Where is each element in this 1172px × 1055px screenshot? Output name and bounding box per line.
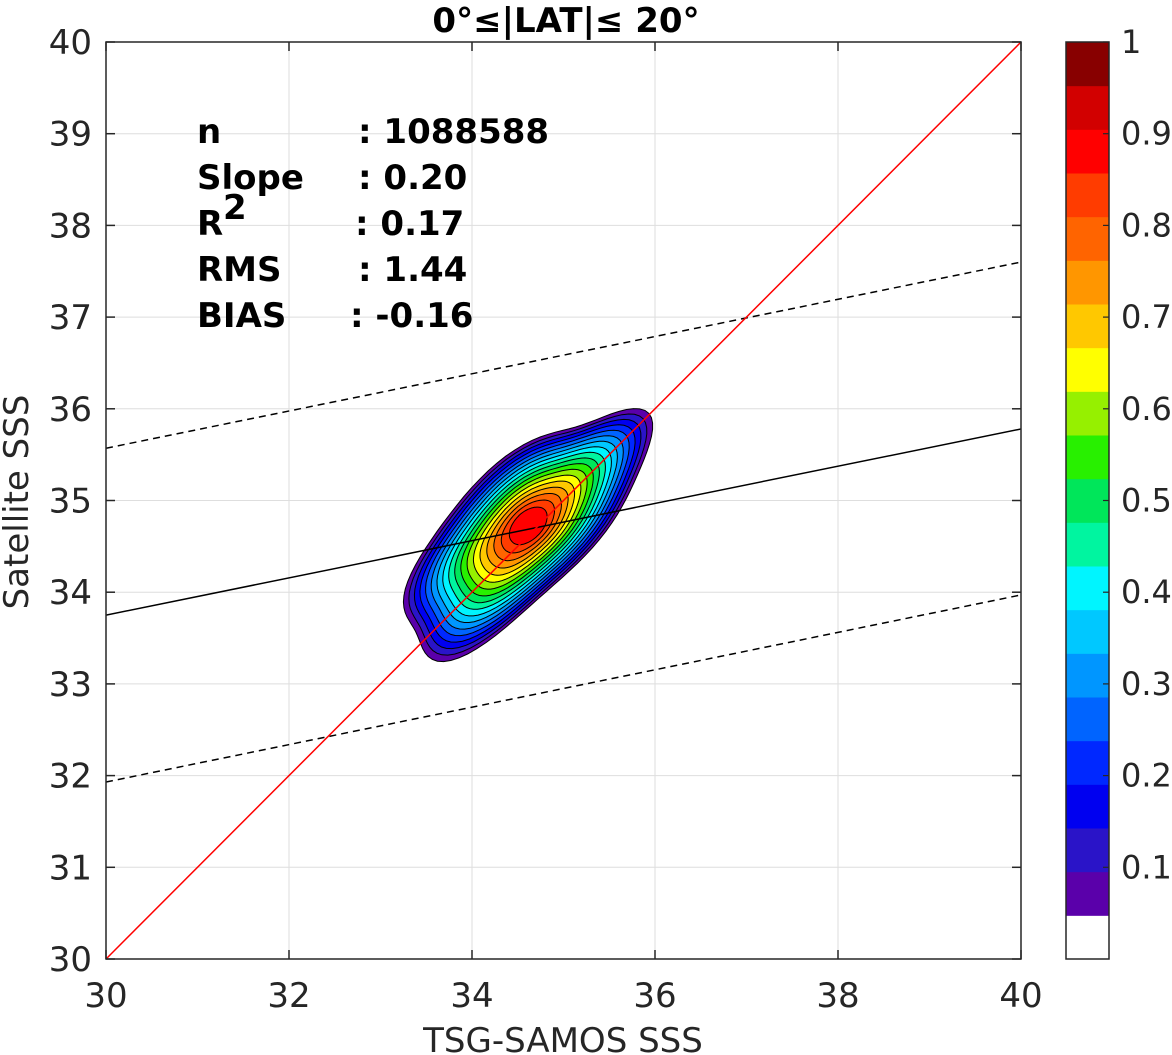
stat-label: n [197, 112, 221, 152]
colorbar-segment [1066, 173, 1109, 218]
one-to-one-line [106, 42, 1021, 959]
x-tick-label: 32 [267, 976, 310, 1016]
y-tick-label: 39 [49, 115, 92, 155]
stat-label: BIAS [197, 296, 286, 336]
x-tick-label: 36 [633, 976, 676, 1016]
stat-value: : 1088588 [358, 112, 549, 152]
stat-superscript: 2 [223, 188, 247, 228]
y-tick-label: 37 [49, 298, 92, 338]
y-tick-label: 36 [49, 390, 92, 430]
colorbar-tick-label: 0.3 [1121, 665, 1172, 703]
colorbar-segment [1066, 260, 1109, 305]
colorbar-segment [1066, 85, 1109, 130]
colorbar-tick-label: 0.4 [1121, 573, 1172, 611]
stat-value: : 1.44 [358, 250, 467, 290]
grid [105, 41, 1022, 960]
colorbar-tick-label: 0.1 [1121, 848, 1172, 886]
y-axis-label: Satellite SSS [0, 395, 37, 610]
colorbar-segment [1066, 653, 1109, 698]
x-axis-label: TSG-SAMOS SSS [422, 1021, 703, 1055]
y-tick-label: 35 [49, 482, 92, 522]
x-tick-label: 40 [999, 976, 1042, 1016]
stat-value: : 0.20 [358, 158, 467, 198]
axis-ticks: 30 32 34 36 38 40 30 31 32 33 34 35 36 37 38 39 40 [49, 23, 1043, 1016]
regression-line [106, 428, 1021, 616]
x-tick-label: 38 [816, 976, 859, 1016]
stat-label: RMS [197, 250, 282, 290]
colorbar-segment [1066, 871, 1109, 916]
colorbar-segment [1066, 609, 1109, 654]
colorbar-segment [1066, 304, 1109, 349]
stat-value: : 0.17 [355, 204, 464, 244]
statistics-box: n : 1088588 Slope : 0.20 R 2 : 0.17 RMS : 1.44 BI… [197, 112, 549, 336]
y-tick-label: 40 [49, 23, 92, 63]
colorbar-tick-label: 0.7 [1121, 298, 1172, 336]
colorbar-segment [1066, 522, 1109, 567]
colorbar-tick-label: 0.8 [1121, 206, 1172, 244]
colorbar-tick-label: 0.9 [1121, 115, 1172, 153]
colorbar-segment [1066, 216, 1109, 261]
colorbar: 0.1 0.2 0.3 0.4 0.5 0.6 0.7 0.8 0.9 1 [1065, 23, 1172, 960]
y-tick-label: 38 [49, 206, 92, 246]
colorbar-segment [1066, 740, 1109, 785]
colorbar-tick-label: 0.5 [1121, 482, 1172, 520]
colorbar-segment [1066, 435, 1109, 480]
colorbar-segment [1066, 828, 1109, 873]
colorbar-segment [1066, 478, 1109, 523]
colorbar-segment [1066, 42, 1109, 87]
colorbar-tick-label: 0.6 [1121, 390, 1172, 428]
colorbar-tick-label: 1 [1121, 23, 1141, 61]
stat-label: Slope [197, 158, 304, 198]
x-tick-label: 34 [450, 976, 493, 1016]
y-tick-label: 31 [49, 848, 92, 888]
y-tick-label: 33 [49, 665, 92, 705]
colorbar-segment [1066, 784, 1109, 829]
y-tick-label: 32 [49, 757, 92, 797]
chart-title: 0°≤|LAT|≤ 20° [432, 1, 699, 41]
colorbar-segment [1066, 915, 1109, 960]
y-tick-label: 34 [49, 573, 92, 613]
colorbar-segment [1066, 697, 1109, 742]
reference-lines [106, 42, 1021, 959]
x-tick-label: 30 [84, 976, 127, 1016]
colorbar-tick-label: 0.2 [1121, 757, 1172, 795]
colorbar-segment [1066, 391, 1109, 436]
colorbar-segment [1066, 347, 1109, 392]
stat-label: R [197, 204, 223, 244]
stat-value: : -0.16 [350, 296, 473, 336]
colorbar-segment [1066, 129, 1109, 174]
colorbar-segment [1066, 566, 1109, 611]
y-tick-label: 30 [49, 940, 92, 980]
